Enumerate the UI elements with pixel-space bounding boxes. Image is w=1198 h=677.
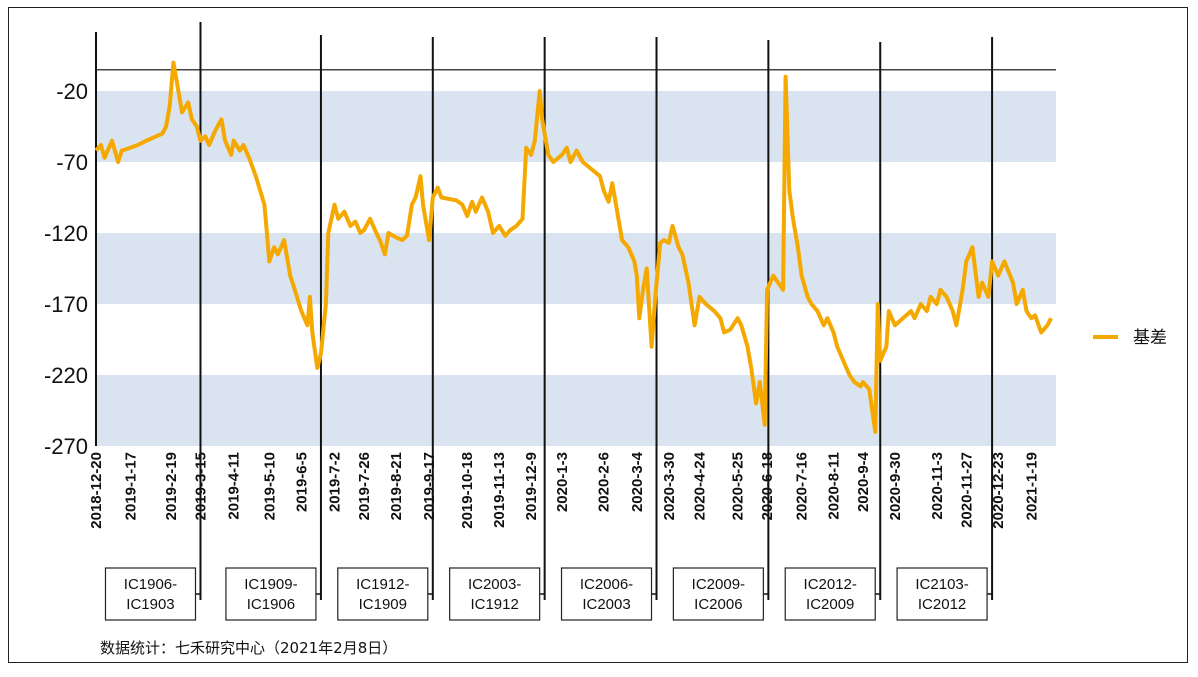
y-tick-label: -70 bbox=[56, 150, 88, 175]
x-tick-label: 2019-11-13 bbox=[491, 452, 508, 528]
switch-label-text: IC1912 bbox=[470, 596, 518, 613]
switch-label-box bbox=[104, 567, 197, 621]
switch-label-box bbox=[784, 567, 876, 621]
switch-label-box bbox=[337, 567, 429, 621]
x-tick-label: 2021-1-19 bbox=[1023, 452, 1040, 520]
x-tick-label: 2020-12-23 bbox=[990, 452, 1007, 529]
x-tick-label: 2020-9-30 bbox=[887, 452, 904, 520]
switch-label-box bbox=[225, 567, 317, 621]
switch-label-text: IC2012 bbox=[918, 596, 966, 613]
x-tick-label: 2018-12-20 bbox=[88, 452, 105, 529]
switch-label-text: IC1906- bbox=[124, 576, 177, 593]
source-note: 数据统计：七禾研究中心（2021年2月8日） bbox=[100, 639, 397, 657]
switch-label-box bbox=[449, 567, 541, 621]
y-tick-label: -120 bbox=[44, 221, 88, 246]
legend-label: 基差 bbox=[1133, 328, 1167, 348]
x-tick-label: 2020-6-18 bbox=[759, 452, 776, 520]
x-tick-label: 2019-9-17 bbox=[421, 452, 438, 520]
switch-label-text: IC2009 bbox=[806, 596, 854, 613]
switch-label-text: IC2006 bbox=[694, 596, 742, 613]
legend: 基差 bbox=[1093, 328, 1167, 348]
grid-band-1 bbox=[96, 233, 1056, 304]
contract-switch-labels: IC1906- IC1903 IC1909- IC1906 IC1912- IC1909 I… bbox=[104, 567, 993, 621]
switch-label-box bbox=[896, 567, 988, 621]
switch-label-text: IC1912- bbox=[356, 576, 409, 593]
x-tick-label: 2019-3-15 bbox=[192, 452, 209, 520]
x-tick-label: 2020-11-27 bbox=[958, 452, 975, 528]
switch-label-text: IC2012- bbox=[804, 576, 857, 593]
x-tick-label: 2020-3-30 bbox=[661, 452, 678, 520]
switch-label-text: IC2003 bbox=[582, 596, 630, 613]
y-tick-label: -220 bbox=[44, 363, 88, 388]
x-tick-label: 2020-5-25 bbox=[730, 452, 747, 520]
y-tick-label: -270 bbox=[44, 434, 88, 459]
x-tick-label: 2020-9-4 bbox=[855, 451, 872, 512]
y-tick-label: -170 bbox=[44, 292, 88, 317]
switch-label-text: IC1909- bbox=[244, 576, 297, 593]
x-tick-label: 2019-8-21 bbox=[388, 452, 405, 520]
x-tick-label: 2020-1-3 bbox=[554, 452, 571, 512]
switch-label-text: IC2006- bbox=[580, 576, 633, 593]
x-tick-label: 2019-1-17 bbox=[122, 452, 139, 520]
y-tick-label: -20 bbox=[56, 79, 88, 104]
x-tick-label: 2020-8-11 bbox=[826, 452, 843, 520]
x-axis-ticks: 2018-12-20 2019-1-17 2019-2-19 2019-3-15 201… bbox=[88, 451, 1040, 528]
series-line-basis bbox=[94, 60, 1053, 434]
switch-label-text: IC1903 bbox=[126, 596, 174, 613]
x-tick-label: 2019-6-5 bbox=[293, 452, 310, 512]
x-tick-label: 2019-2-19 bbox=[163, 452, 180, 520]
switch-label-text: IC1909 bbox=[359, 596, 407, 613]
switch-label-text: IC2009- bbox=[692, 576, 745, 593]
x-tick-label: 2020-2-6 bbox=[596, 452, 613, 512]
x-tick-label: 2020-7-16 bbox=[794, 452, 811, 520]
x-tick-label: 2020-11-3 bbox=[929, 452, 946, 520]
switch-label-text: IC2003- bbox=[468, 576, 521, 593]
x-tick-label: 2019-7-26 bbox=[356, 452, 373, 520]
x-tick-label: 2019-7-2 bbox=[326, 452, 343, 512]
x-tick-label: 2020-4-24 bbox=[692, 451, 709, 520]
switch-label-text: IC2103- bbox=[915, 576, 968, 593]
y-axis-ticks: -20 -70 -120 -170 -220 -270 bbox=[44, 79, 88, 459]
x-tick-label: 2020-3-4 bbox=[629, 451, 646, 512]
reference-line-group bbox=[95, 32, 1056, 446]
x-tick-label: 2019-5-10 bbox=[261, 452, 278, 520]
switch-label-text: IC1906 bbox=[247, 596, 295, 613]
x-tick-label: 2019-4-11 bbox=[226, 452, 243, 520]
x-tick-label: 2019-10-18 bbox=[459, 452, 476, 529]
switch-label-box bbox=[560, 567, 653, 621]
grid-band-2 bbox=[96, 375, 1056, 446]
y-grid-bands bbox=[96, 91, 1056, 446]
switch-label-box bbox=[672, 567, 764, 621]
x-tick-label: 2019-12-9 bbox=[523, 452, 540, 520]
